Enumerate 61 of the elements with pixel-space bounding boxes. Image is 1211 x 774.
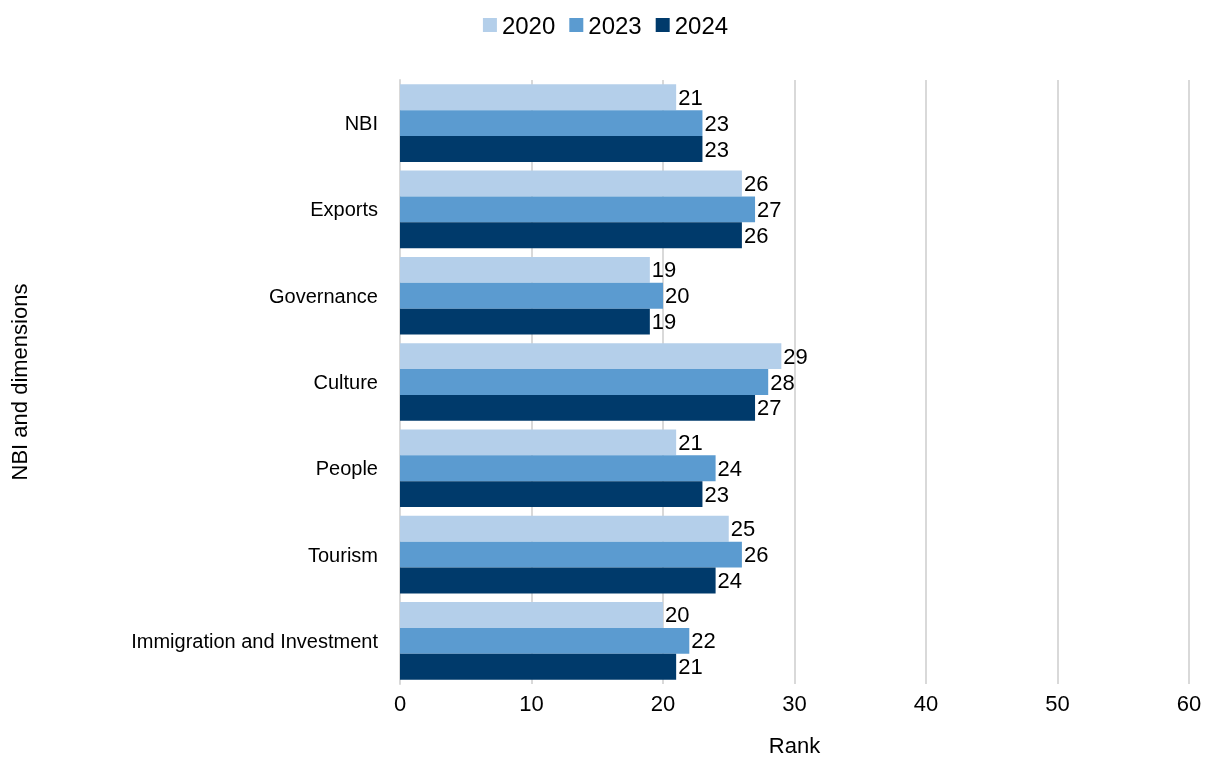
bar — [400, 308, 650, 335]
x-tick-label: 30 — [782, 690, 807, 716]
bar — [400, 653, 677, 680]
x-tick-label: 40 — [913, 690, 939, 716]
data-label: 25 — [730, 516, 756, 542]
bar — [400, 369, 769, 395]
y-tick-label: Tourism — [307, 543, 378, 566]
data-label: 29 — [783, 343, 808, 369]
y-tick-label: People — [315, 457, 378, 480]
data-label: 23 — [704, 481, 729, 507]
data-label: 21 — [678, 429, 703, 455]
y-tick-label: Immigration and Investment — [131, 629, 379, 652]
x-axis-title: Rank — [768, 732, 822, 758]
bar — [400, 170, 742, 197]
bar — [400, 627, 690, 654]
y-tick-label: NBI — [344, 112, 378, 135]
data-label: 19 — [651, 257, 677, 283]
y-axis-title: NBI and dimensions — [6, 283, 32, 481]
legend-label: 2023 — [588, 11, 642, 39]
data-label: 23 — [704, 136, 729, 162]
data-label: 26 — [743, 171, 769, 197]
bar — [400, 136, 703, 162]
y-tick-label: Exports — [310, 198, 378, 221]
bar — [400, 84, 677, 111]
bar — [400, 110, 703, 137]
data-label: 24 — [717, 567, 743, 593]
bar — [400, 256, 650, 283]
bar — [400, 222, 742, 249]
data-label: 23 — [704, 110, 729, 136]
data-label: 28 — [770, 369, 795, 395]
legend-label: 2020 — [501, 11, 556, 39]
x-tick-label: 60 — [1176, 690, 1202, 716]
data-label: 26 — [743, 222, 769, 248]
y-tick-label: Governance — [269, 284, 378, 307]
bar — [400, 196, 756, 223]
data-label: 26 — [743, 542, 769, 568]
bar — [400, 282, 663, 309]
bar — [400, 602, 663, 628]
bar — [400, 481, 703, 508]
bar — [400, 541, 742, 568]
y-tick-label: Culture — [313, 371, 378, 393]
bar — [400, 567, 716, 594]
x-tick-label: 10 — [519, 690, 544, 716]
bar — [400, 429, 677, 456]
x-tick-label: 20 — [650, 690, 676, 716]
x-tick-label: 0 — [393, 690, 407, 716]
data-label: 27 — [757, 196, 782, 222]
bar — [400, 515, 729, 542]
data-label: 20 — [665, 283, 690, 309]
data-label: 20 — [665, 602, 690, 628]
bar — [400, 455, 716, 482]
data-label: 21 — [678, 654, 703, 680]
bar — [400, 394, 756, 421]
data-label: 22 — [691, 628, 716, 654]
x-tick-label: 50 — [1045, 690, 1070, 716]
data-label: 21 — [678, 84, 703, 110]
data-label: 27 — [757, 395, 782, 421]
legend-label: 2024 — [674, 11, 729, 39]
bar — [400, 343, 782, 370]
data-label: 24 — [717, 455, 743, 481]
data-label: 19 — [651, 309, 677, 335]
